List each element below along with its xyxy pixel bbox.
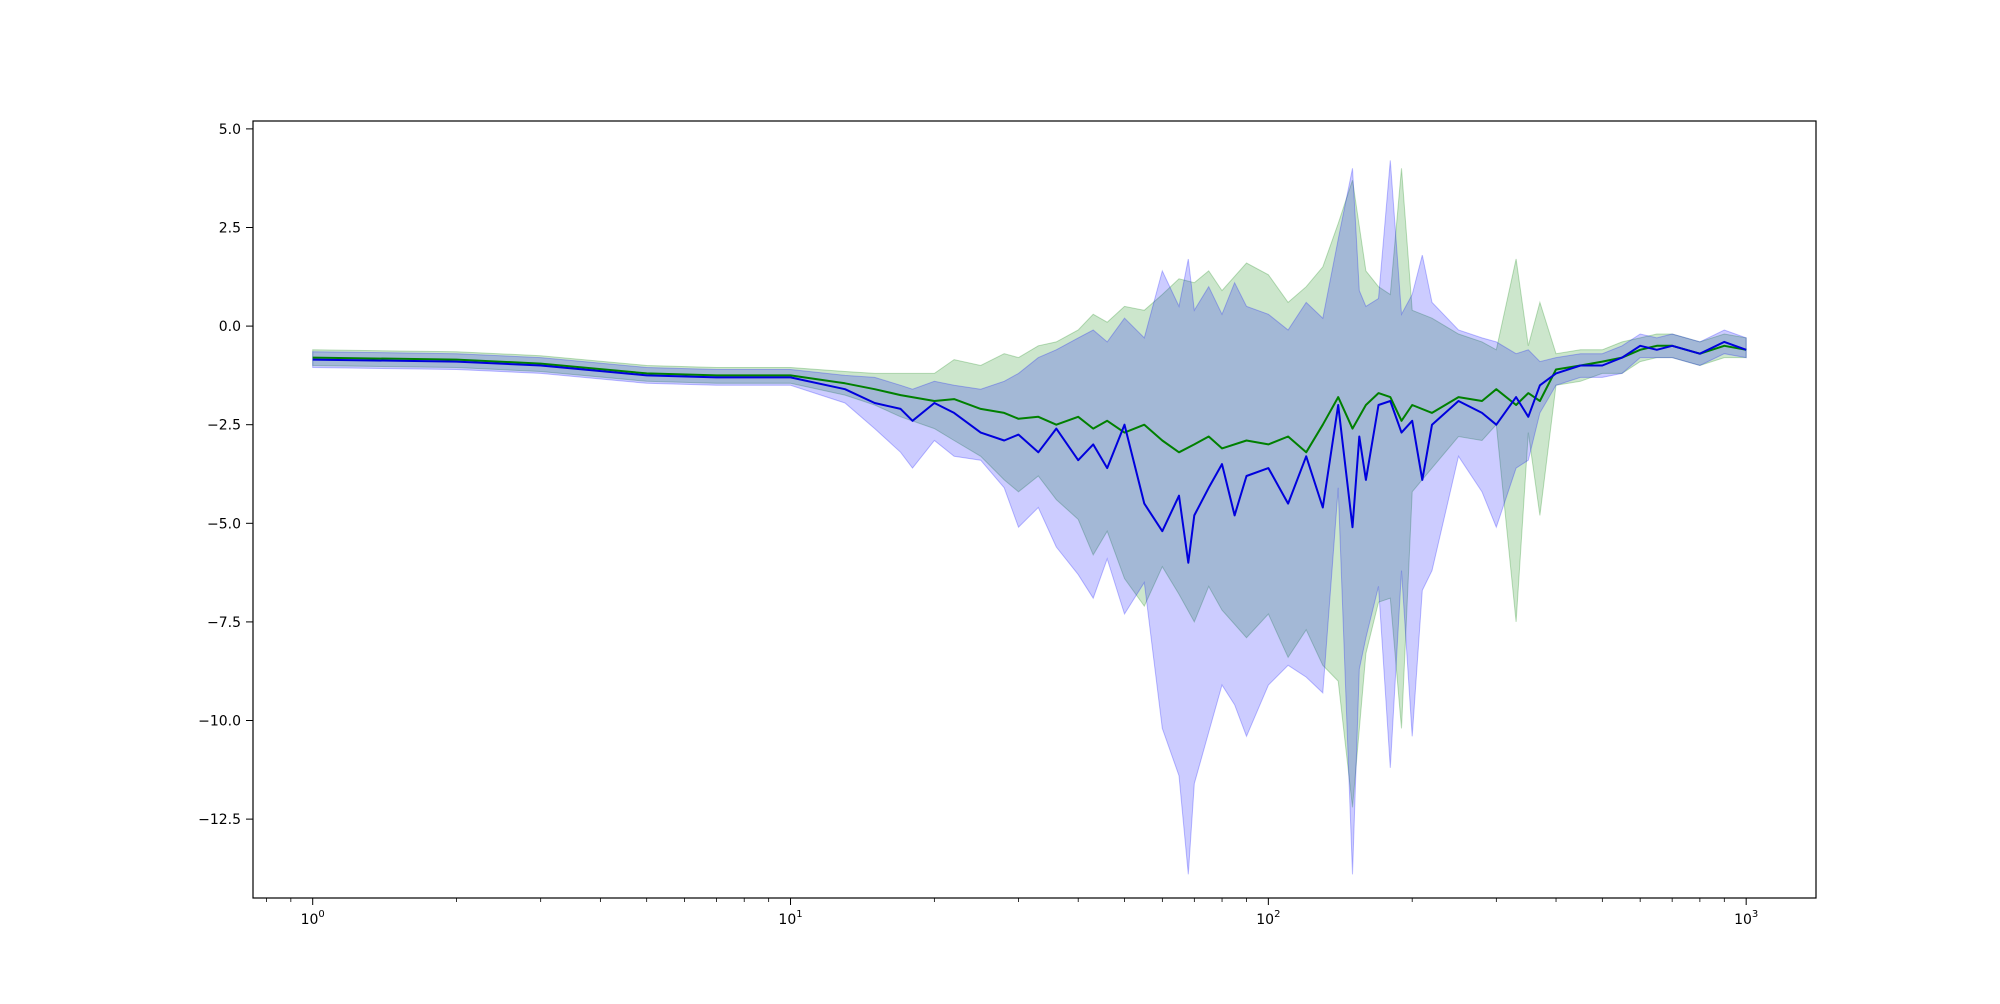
- series-1-band: [312, 160, 1747, 875]
- x-tick-label: 100: [301, 909, 325, 928]
- x-axis: 100 101 102 103: [265, 898, 1758, 928]
- series-0-band: [312, 168, 1747, 808]
- lines-layer: [312, 340, 1747, 564]
- plot-frame: [252, 120, 1817, 899]
- y-tick-label: 0.0: [219, 319, 241, 335]
- y-tick-label: 5.0: [219, 122, 241, 138]
- y-axis: 5.0 2.5 0.0 −2.5 −5.0 −7.5 −10.0 −12.5: [198, 122, 253, 828]
- y-tick-label: −7.5: [207, 615, 241, 631]
- series-1-line: [312, 340, 1747, 564]
- x-tick-label: 101: [778, 909, 802, 928]
- x-tick-label: 102: [1256, 909, 1280, 928]
- series-0-line: [312, 344, 1747, 454]
- y-tick-label: −2.5: [207, 418, 241, 434]
- y-tick-label: 2.5: [219, 220, 241, 236]
- y-tick-label: −10.0: [198, 714, 241, 730]
- y-tick-label: −5.0: [207, 516, 241, 532]
- bands-layer: [312, 160, 1747, 875]
- y-tick-label: −12.5: [198, 812, 241, 828]
- x-tick-label: 103: [1734, 909, 1758, 928]
